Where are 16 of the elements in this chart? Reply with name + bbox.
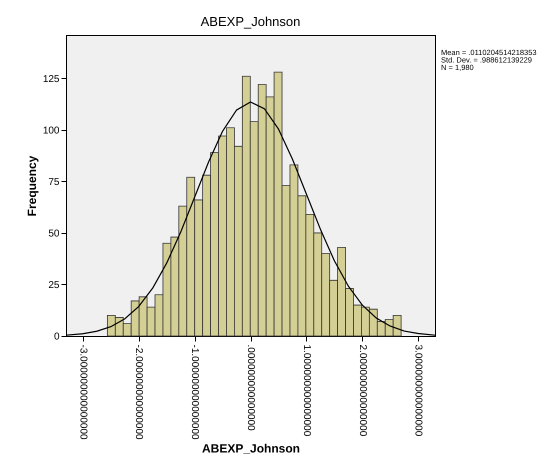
chart-title: ABEXP_Johnson <box>200 14 300 29</box>
y-tick-label: 100 <box>42 125 60 136</box>
y-axis-title: Frequency <box>24 155 39 216</box>
x-tick-label: 3.000000000000000 <box>412 344 424 437</box>
x-axis-title: ABEXP_Johnson <box>202 442 300 456</box>
y-tick-label: 125 <box>42 74 60 85</box>
x-tick-label: -1.000000000000000 <box>189 344 200 440</box>
x-tick-label: -3.000000000000000 <box>77 344 88 440</box>
x-tick-label: .000000000000000 <box>245 344 256 432</box>
y-tick-label: 25 <box>48 280 60 291</box>
y-tick-label: 50 <box>48 228 60 240</box>
x-tick-label: 2.000000000000000 <box>356 344 368 437</box>
x-tick-label: -2.000000000000000 <box>133 344 144 440</box>
x-tick-label: 1.000000000000000 <box>300 344 312 437</box>
y-tick-label: 75 <box>48 176 60 188</box>
y-tick-label: 0 <box>54 332 60 342</box>
